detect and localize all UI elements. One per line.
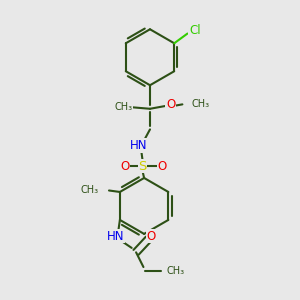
Text: Cl: Cl <box>189 24 201 37</box>
Text: O: O <box>166 98 175 111</box>
Text: O: O <box>147 230 156 243</box>
Text: HN: HN <box>107 230 124 243</box>
Text: CH₃: CH₃ <box>80 185 98 196</box>
Text: CH₃: CH₃ <box>167 266 185 277</box>
Text: HN: HN <box>130 139 147 152</box>
Text: O: O <box>157 160 167 173</box>
Text: CH₃: CH₃ <box>191 99 209 110</box>
Text: S: S <box>139 160 147 173</box>
Text: CH₃: CH₃ <box>114 102 133 112</box>
Text: O: O <box>120 160 130 173</box>
